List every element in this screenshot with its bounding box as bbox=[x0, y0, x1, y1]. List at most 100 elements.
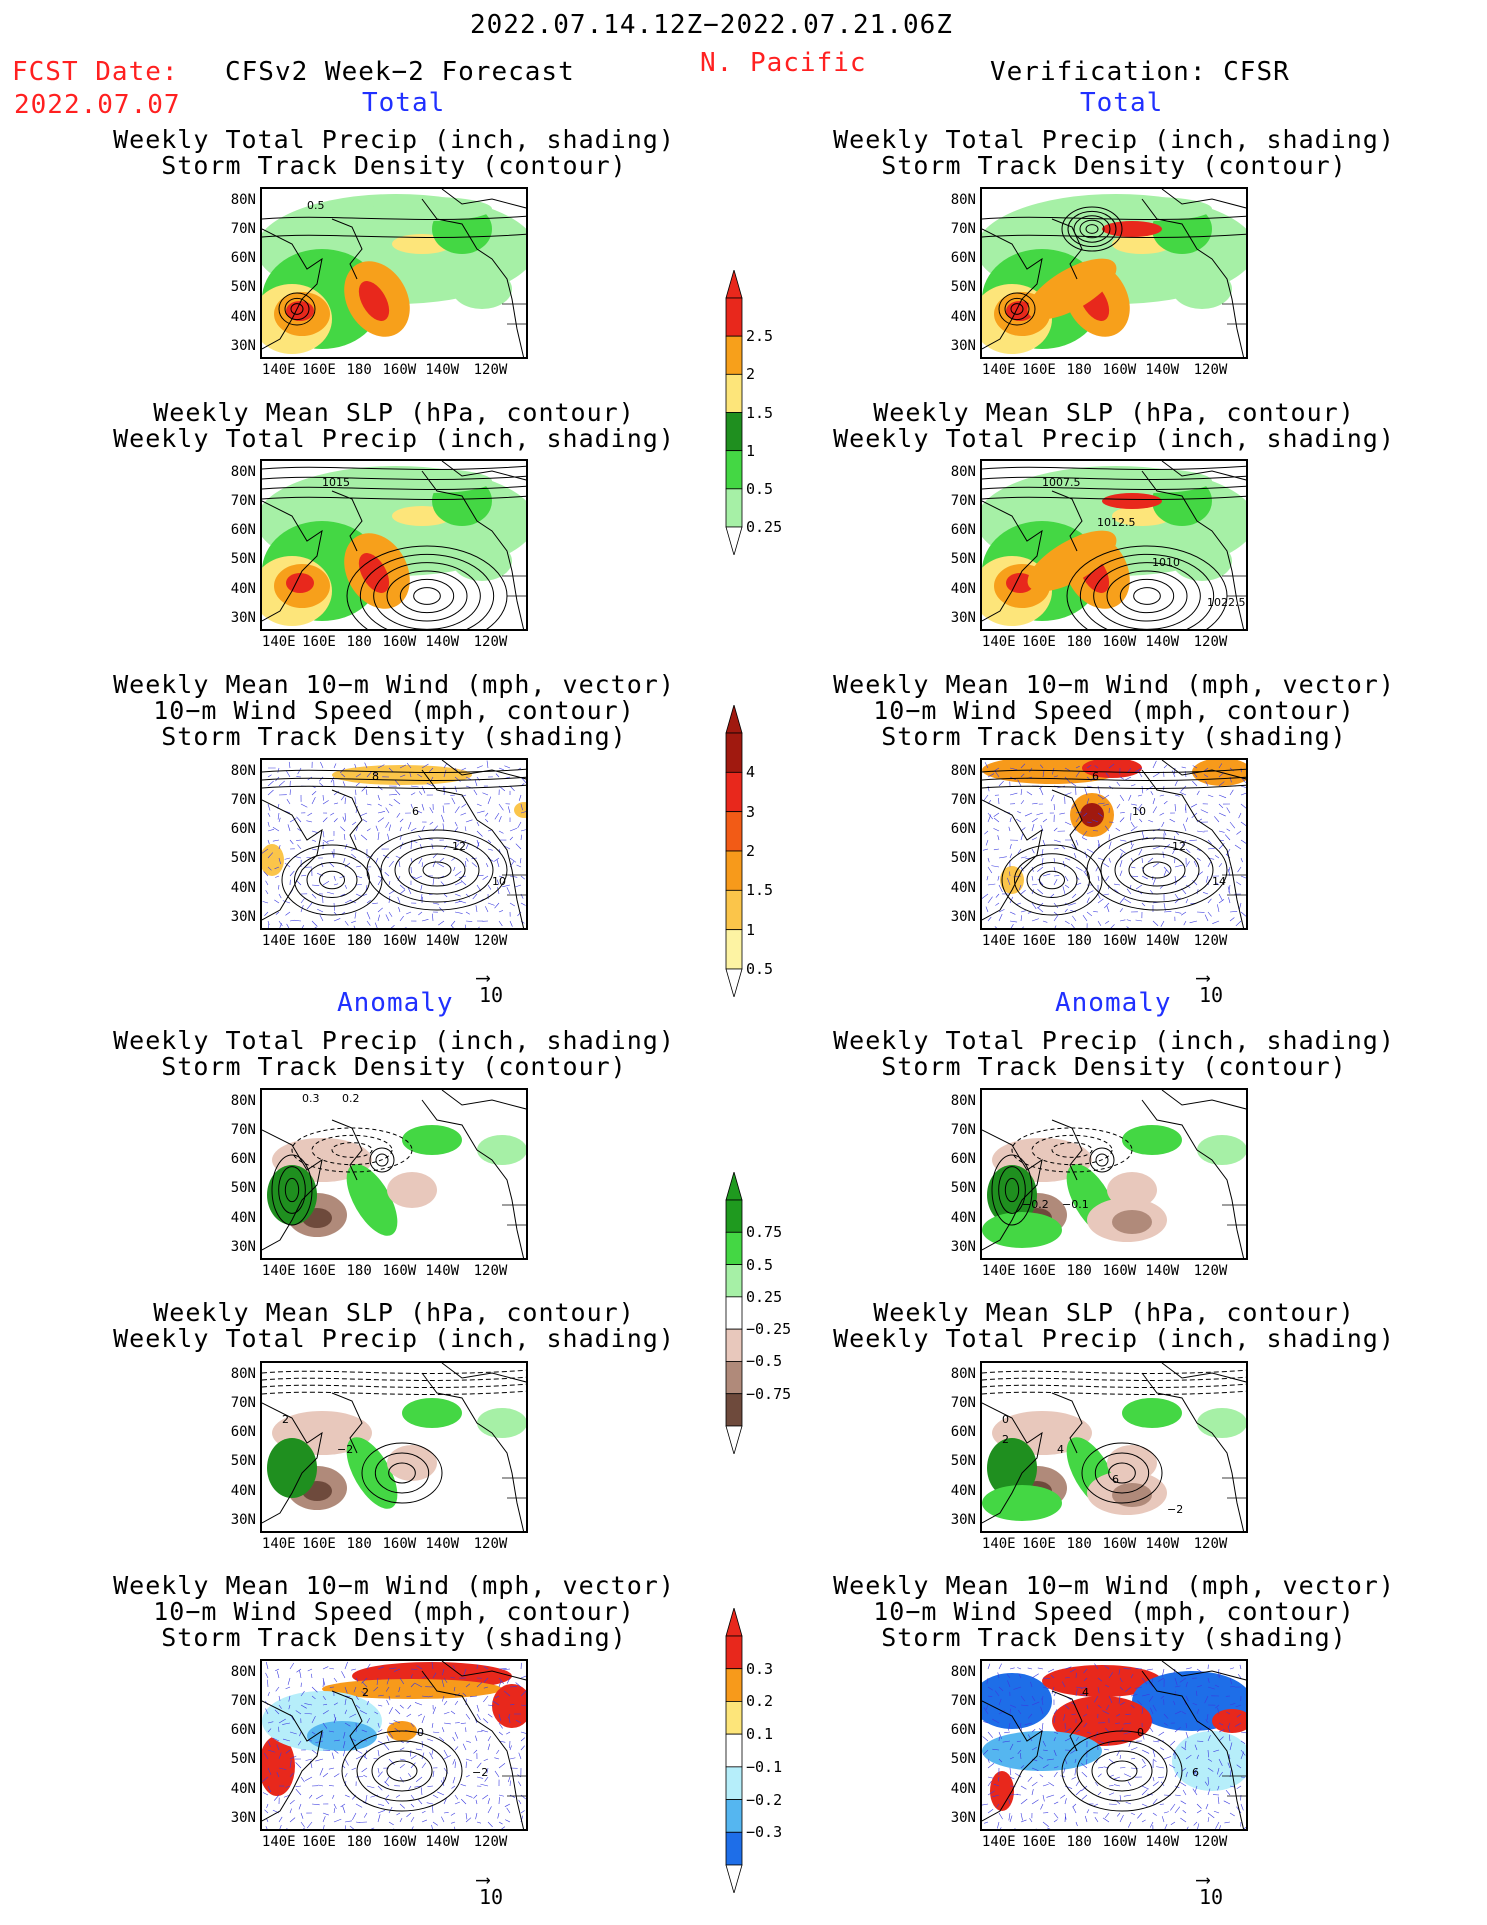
lon-tick-label: 180 bbox=[346, 362, 372, 378]
ver-panel-1-map bbox=[980, 187, 1248, 359]
colorbar-segment bbox=[725, 929, 743, 970]
lon-tick-label: 140W bbox=[1145, 1263, 1180, 1279]
lon-tick-label: 140E bbox=[981, 1834, 1016, 1850]
lat-tick-label: 80N bbox=[950, 1365, 976, 1382]
lat-tick-label: 60N bbox=[950, 821, 976, 838]
lon-tick-label: 180 bbox=[1066, 1263, 1092, 1279]
svg-text:1015: 1015 bbox=[322, 476, 350, 489]
lat-tick-label: 80N bbox=[230, 762, 256, 779]
lat-tick-label: 70N bbox=[230, 221, 256, 237]
colorbar-segment bbox=[725, 1393, 743, 1427]
svg-text:10: 10 bbox=[492, 875, 506, 888]
colorbar-segment bbox=[725, 889, 743, 931]
colorbar-segment bbox=[725, 811, 743, 852]
lat-tick-label: 30N bbox=[950, 1238, 976, 1255]
svg-text:14: 14 bbox=[1212, 875, 1226, 888]
svg-text:0: 0 bbox=[417, 1726, 424, 1739]
colorbar-label: 0.1 bbox=[746, 1725, 774, 1744]
lon-tick-label: 160E bbox=[302, 1263, 336, 1279]
lat-tick-label: 40N bbox=[950, 1209, 976, 1226]
colorbar-segment bbox=[725, 1733, 743, 1768]
svg-text:10: 10 bbox=[1132, 805, 1146, 818]
svg-text:1010: 1010 bbox=[1152, 556, 1180, 569]
lat-tick-label: 40N bbox=[230, 580, 256, 597]
lat-tick-label: 70N bbox=[950, 1122, 976, 1138]
fc-panel-3-map: 8 6 12 10 bbox=[260, 758, 528, 930]
lat-tick-label: 70N bbox=[950, 1395, 976, 1411]
lon-tick-label: 180 bbox=[1066, 362, 1092, 378]
colorbar-tip-bottom bbox=[725, 968, 743, 999]
lat-tick-label: 80N bbox=[230, 1663, 256, 1680]
colorbar-label: 4 bbox=[746, 763, 756, 782]
lat-tick-label: 80N bbox=[950, 762, 976, 779]
ver-panel-3-title-line-1: Weekly Mean 10−m Wind (mph, vector) bbox=[833, 670, 1395, 699]
lat-tick-label: 80N bbox=[230, 1365, 256, 1382]
lon-tick-label: 160W bbox=[382, 362, 417, 378]
lat-tick-label: 60N bbox=[950, 1424, 976, 1441]
svg-text:6: 6 bbox=[412, 805, 419, 818]
colorbar-segment bbox=[725, 335, 743, 375]
lon-tick-label: 140E bbox=[261, 634, 296, 650]
region-label: N. Pacific bbox=[700, 48, 867, 78]
colorbar-segment bbox=[725, 297, 743, 337]
lat-tick-label: 70N bbox=[230, 1122, 256, 1138]
lat-tick-label: 50N bbox=[230, 1453, 256, 1470]
colorbar-segment bbox=[725, 1328, 743, 1362]
colorbar-label: 0.5 bbox=[746, 1255, 774, 1274]
lat-tick-label: 70N bbox=[230, 792, 256, 808]
svg-text:12: 12 bbox=[452, 840, 466, 853]
lon-tick-label: 120W bbox=[1193, 362, 1228, 378]
fc-panel-1-map: 0.5 bbox=[260, 187, 528, 359]
lat-tick-label: 30N bbox=[230, 337, 256, 354]
svg-text:0.3: 0.3 bbox=[302, 1092, 320, 1105]
ver-panel-6-title-line-2: 10−m Wind Speed (mph, contour) bbox=[873, 1597, 1355, 1626]
lon-tick-label: 140E bbox=[981, 634, 1016, 650]
colorbar-label: 0.5 bbox=[746, 479, 774, 498]
verification-total-header: Total bbox=[1080, 88, 1164, 118]
forecast-anomaly-header: Anomaly bbox=[337, 988, 454, 1018]
svg-text:0: 0 bbox=[1002, 1413, 1009, 1426]
lat-tick-label: 40N bbox=[950, 308, 976, 325]
colorbar-segment bbox=[725, 373, 743, 413]
lon-tick-label: 140E bbox=[261, 362, 296, 378]
lat-tick-label: 80N bbox=[230, 1092, 256, 1109]
lat-tick-label: 60N bbox=[950, 1722, 976, 1739]
lat-tick-label: 50N bbox=[230, 1180, 256, 1197]
lon-tick-label: 140W bbox=[1145, 362, 1180, 378]
ver-panel-3-title-line-3: Storm Track Density (shading) bbox=[881, 722, 1347, 751]
svg-text:1012.5: 1012.5 bbox=[1097, 516, 1136, 529]
lon-tick-label: 140W bbox=[1145, 634, 1180, 650]
ver-panel-5-title-line-1: Weekly Mean SLP (hPa, contour) bbox=[873, 1298, 1355, 1327]
lon-tick-label: 140E bbox=[981, 1263, 1016, 1279]
lon-tick-label: 140E bbox=[981, 1536, 1016, 1552]
lon-tick-label: 140E bbox=[261, 1834, 296, 1850]
svg-text:0.2: 0.2 bbox=[342, 1092, 360, 1105]
svg-text:−2: −2 bbox=[337, 1443, 353, 1456]
svg-text:1022.5: 1022.5 bbox=[1207, 596, 1246, 609]
ver-panel-1-title-line-1: Weekly Total Precip (inch, shading) bbox=[833, 125, 1395, 154]
lon-tick-label: 180 bbox=[346, 933, 372, 949]
svg-text:6: 6 bbox=[1192, 1766, 1199, 1779]
svg-text:−0.1: −0.1 bbox=[1062, 1198, 1089, 1211]
lat-tick-label: 70N bbox=[230, 493, 256, 509]
lat-tick-label: 60N bbox=[950, 522, 976, 539]
lon-tick-label: 120W bbox=[1193, 1263, 1228, 1279]
lat-tick-label: 50N bbox=[950, 1453, 976, 1470]
lon-tick-label: 120W bbox=[1193, 933, 1228, 949]
lat-tick-label: 40N bbox=[950, 879, 976, 896]
lat-tick-label: 50N bbox=[950, 279, 976, 296]
colorbar-label: 1.5 bbox=[746, 881, 774, 900]
fcst-date-value: 2022.07.07 bbox=[14, 90, 181, 120]
lon-tick-label: 160E bbox=[302, 362, 336, 378]
forecast-label: CFSv2 Week−2 Forecast bbox=[225, 57, 575, 87]
lon-tick-label: 140W bbox=[1145, 1536, 1180, 1552]
lat-tick-label: 30N bbox=[230, 1809, 256, 1826]
colorbar-label: 3 bbox=[746, 802, 756, 821]
colorbar-segment bbox=[725, 771, 743, 813]
lon-tick-label: 160W bbox=[1102, 933, 1137, 949]
lon-tick-label: 140W bbox=[425, 1536, 460, 1552]
fc-panel-6-title-line-1: Weekly Mean 10−m Wind (mph, vector) bbox=[113, 1571, 675, 1600]
arrow-right-icon: ⟶ bbox=[1197, 1867, 1210, 1891]
lat-tick-label: 40N bbox=[950, 1780, 976, 1797]
arrow-right-icon: ⟶ bbox=[477, 1867, 490, 1891]
